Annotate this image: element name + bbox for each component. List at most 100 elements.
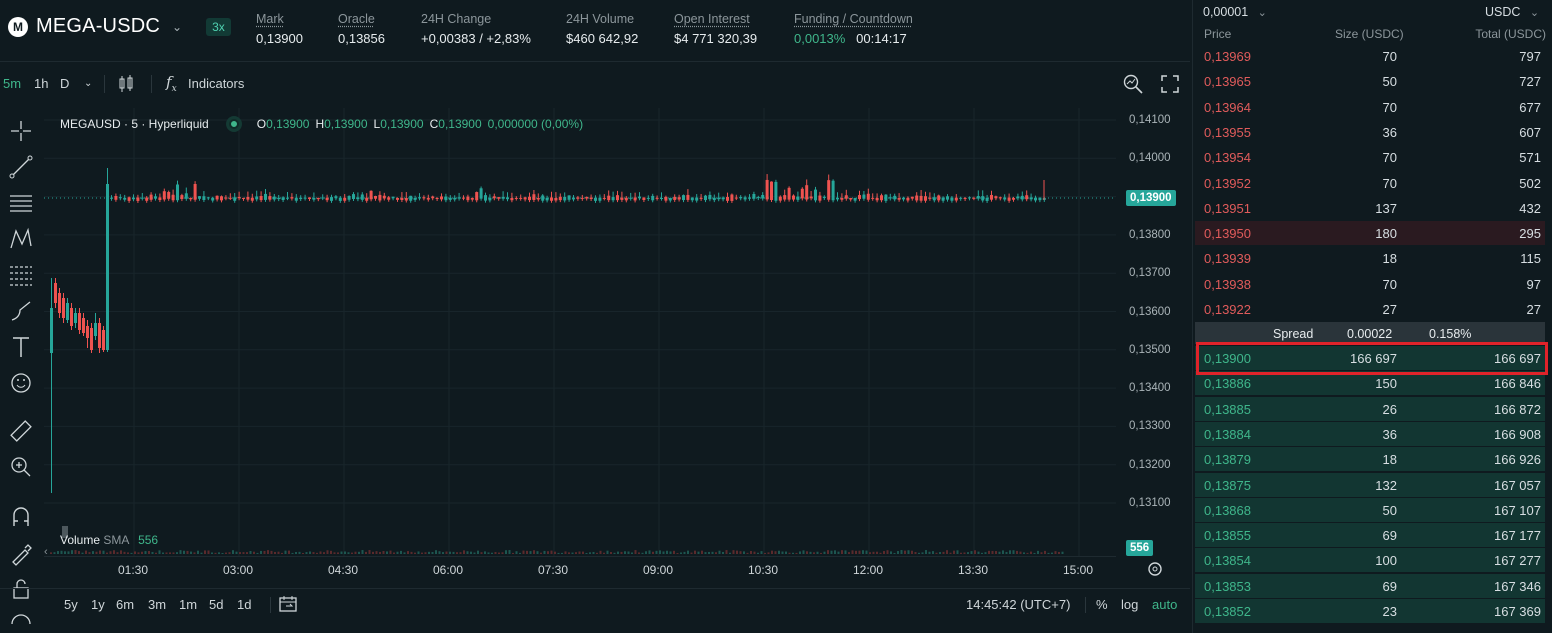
- bid-row[interactable]: 0,13855 69 167 177: [1195, 523, 1545, 548]
- ask-row[interactable]: 0,13938 70 97: [1195, 272, 1545, 297]
- volume-bar: [526, 550, 528, 554]
- volume-bar: [214, 552, 217, 554]
- bid-row[interactable]: 0,13854 100 167 277: [1195, 548, 1545, 573]
- volume-bar: [914, 551, 917, 554]
- candle-body: [734, 197, 738, 199]
- volume-bar: [438, 551, 441, 554]
- bid-price: 0,13900: [1204, 351, 1251, 366]
- candle-body: [290, 197, 294, 199]
- bid-row[interactable]: 0,13885 26 166 872: [1195, 396, 1545, 422]
- text-icon[interactable]: [8, 334, 34, 360]
- ask-row[interactable]: 0,13922 27 27: [1195, 297, 1545, 322]
- candle-body: [677, 197, 681, 200]
- lock-drawing-icon[interactable]: [8, 540, 34, 566]
- fib-icon[interactable]: [8, 262, 34, 288]
- ask-row[interactable]: 0,13952 70 502: [1195, 171, 1545, 196]
- volume-bar: [627, 551, 630, 554]
- candle-body: [646, 197, 650, 199]
- range-5d[interactable]: 5d: [209, 597, 224, 612]
- tick-size-select[interactable]: 0,00001 ⌄: [1203, 5, 1267, 19]
- volume-bar: [932, 551, 934, 554]
- ask-row[interactable]: 0,13939 18 115: [1195, 246, 1545, 271]
- candle-body: [510, 197, 514, 201]
- range-6m[interactable]: 6m: [116, 597, 135, 612]
- volume-bar: [512, 552, 514, 554]
- horizontal-lines-icon[interactable]: [8, 190, 34, 216]
- fullscreen-icon[interactable]: [1160, 74, 1180, 94]
- candle-body: [1029, 197, 1033, 200]
- volume-tag: 556: [1126, 540, 1154, 556]
- volume-bar: [925, 550, 927, 554]
- toolbar-divider: [270, 597, 271, 613]
- bid-row[interactable]: 0,13853 69 167 346: [1195, 573, 1545, 599]
- range-1d[interactable]: 1d: [237, 597, 252, 612]
- ask-row[interactable]: 0,13950 180 295: [1195, 221, 1545, 246]
- ask-row[interactable]: 0,13954 70 571: [1195, 145, 1545, 170]
- magnifier-chart-icon[interactable]: [1122, 73, 1144, 95]
- volume-bar: [106, 552, 108, 554]
- time-axis[interactable]: 01:30 03:00 04:30 06:00 07:30 09:00 10:30 12:00…: [44, 556, 1162, 582]
- price-tick: 0,13500: [1129, 343, 1171, 356]
- emoji-icon[interactable]: [8, 370, 34, 396]
- ask-row[interactable]: 0,13964 70 677: [1195, 95, 1545, 120]
- brush-icon[interactable]: [8, 298, 34, 324]
- bid-size: 166 697: [1350, 351, 1397, 366]
- ask-size: 70: [1382, 49, 1397, 64]
- pattern-icon[interactable]: [8, 226, 34, 252]
- volume-bar: [806, 551, 808, 554]
- bid-row[interactable]: 0,13879 18 166 926: [1195, 447, 1545, 472]
- candle-body: [255, 196, 259, 200]
- log-toggle[interactable]: log: [1121, 597, 1139, 612]
- pair-selector[interactable]: M MEGA-USDC ⌄ 3x: [8, 15, 231, 38]
- volume-bar: [1054, 551, 1057, 554]
- range-5y[interactable]: 5y: [64, 597, 78, 612]
- candles-icon[interactable]: [117, 74, 135, 94]
- volume-bar: [893, 552, 896, 554]
- bid-row[interactable]: 0,13884 36 166 908: [1195, 421, 1545, 447]
- range-3m[interactable]: 3m: [148, 597, 167, 612]
- interval-1h[interactable]: 1h: [34, 76, 49, 91]
- candle-body: [316, 197, 320, 200]
- candle-body: [206, 197, 210, 199]
- ruler-icon[interactable]: [8, 418, 34, 444]
- auto-toggle[interactable]: auto: [1152, 597, 1178, 612]
- date-range-icon[interactable]: [278, 594, 298, 614]
- bid-row[interactable]: 0,13886 150 166 846: [1195, 371, 1545, 396]
- zoom-in-icon[interactable]: [8, 454, 34, 480]
- ask-row[interactable]: 0,13955 36 607: [1195, 120, 1545, 145]
- volume-bar: [606, 550, 609, 554]
- volume-bar: [890, 551, 892, 554]
- price-axis[interactable]: 0,14100 0,14000 0,13900 0,13800 0,13700 0,136…: [1116, 108, 1190, 556]
- clock[interactable]: 14:45:42 (UTC+7): [966, 597, 1071, 612]
- range-1y[interactable]: 1y: [91, 597, 105, 612]
- bid-row[interactable]: 0,13852 23 167 369: [1195, 599, 1545, 624]
- interval-d[interactable]: D: [60, 76, 70, 91]
- ask-size: 70: [1382, 150, 1397, 166]
- collapse-arrow-icon[interactable]: ‹: [44, 546, 48, 558]
- crosshair-icon[interactable]: [8, 118, 34, 144]
- magnet-icon[interactable]: [8, 504, 34, 530]
- time-tick: 13:30: [958, 563, 989, 577]
- ask-row[interactable]: 0,13951 137 432: [1195, 196, 1545, 221]
- chevron-down-icon[interactable]: ⌄: [84, 78, 93, 89]
- bid-row[interactable]: 0,13868 50 167 107: [1195, 497, 1545, 523]
- ask-row[interactable]: 0,13965 50 727: [1195, 69, 1545, 94]
- leverage-badge[interactable]: 3x: [206, 17, 231, 36]
- currency-select[interactable]: USDC ⌄: [1485, 5, 1539, 19]
- fx-icon[interactable]: fx: [166, 73, 177, 94]
- axis-settings-icon[interactable]: [1146, 560, 1164, 578]
- candle-body: [94, 323, 97, 336]
- percent-toggle[interactable]: %: [1096, 597, 1108, 612]
- low-key: L: [373, 117, 381, 131]
- visibility-icon[interactable]: [8, 610, 34, 626]
- trend-line-icon[interactable]: [8, 154, 34, 180]
- bid-row[interactable]: 0,13900 166 697 166 697: [1195, 346, 1545, 371]
- indicators-button[interactable]: Indicators: [188, 76, 245, 91]
- bid-row[interactable]: 0,13875 132 167 057: [1195, 472, 1545, 498]
- price-chart[interactable]: [44, 108, 1116, 556]
- ask-row[interactable]: 0,13969 70 797: [1195, 44, 1545, 69]
- candle-body: [409, 195, 413, 201]
- range-1m[interactable]: 1m: [179, 597, 198, 612]
- volume-bar: [130, 552, 133, 554]
- interval-5m[interactable]: 5m: [3, 76, 22, 91]
